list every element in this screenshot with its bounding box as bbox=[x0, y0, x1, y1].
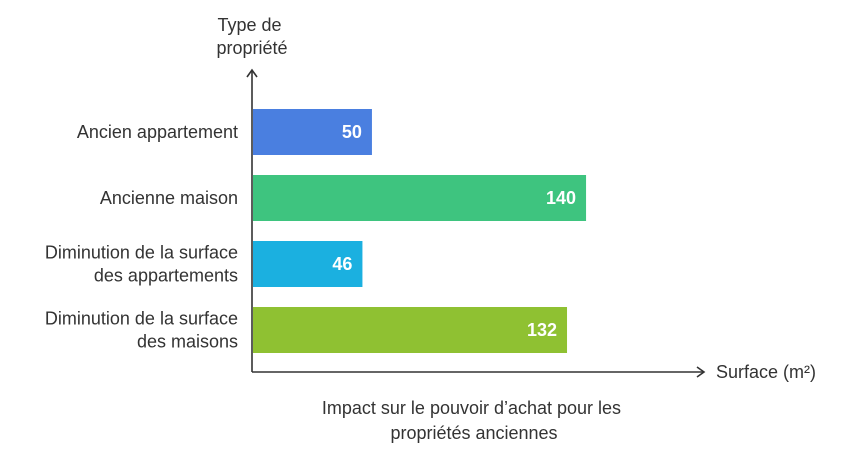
x-axis-title: Surface (m²) bbox=[716, 362, 816, 382]
bars-group: 50 140 46 132 bbox=[253, 109, 587, 353]
value-label-1: 140 bbox=[546, 188, 576, 208]
value-label-3: 132 bbox=[527, 320, 557, 340]
bar-2 bbox=[253, 241, 363, 287]
bar-0 bbox=[253, 109, 372, 155]
y-axis-title: Type de propriété bbox=[216, 15, 287, 58]
category-label-3-line-1: Diminution de la surface bbox=[45, 309, 238, 329]
category-label-2-line-1: Diminution de la surface bbox=[45, 243, 238, 263]
category-label-3: Diminution de la surface des maisons bbox=[45, 309, 238, 352]
category-label-1: Ancienne maison bbox=[100, 188, 238, 208]
category-label-1-line-1: Ancienne maison bbox=[100, 188, 238, 208]
y-axis-title-line-2: propriété bbox=[216, 38, 287, 58]
chart-caption: Impact sur le pouvoir d’achat pour les p… bbox=[322, 398, 626, 443]
category-label-2-line-2: des appartements bbox=[94, 266, 238, 286]
bar-3 bbox=[253, 307, 568, 353]
value-label-0: 50 bbox=[342, 122, 362, 142]
chart-caption-line-2: propriétés anciennes bbox=[390, 423, 557, 443]
chart-caption-line-1: Impact sur le pouvoir d’achat pour les bbox=[322, 398, 621, 418]
value-label-2: 46 bbox=[332, 254, 352, 274]
category-labels-group: Ancien appartement Ancienne maison Diminut… bbox=[45, 122, 238, 352]
category-label-2: Diminution de la surface des appartements bbox=[45, 243, 238, 286]
category-label-0: Ancien appartement bbox=[77, 122, 238, 142]
category-label-0-line-1: Ancien appartement bbox=[77, 122, 238, 142]
bar-1 bbox=[253, 175, 587, 221]
y-axis-title-line-1: Type de bbox=[217, 15, 281, 35]
category-label-3-line-2: des maisons bbox=[137, 332, 238, 352]
